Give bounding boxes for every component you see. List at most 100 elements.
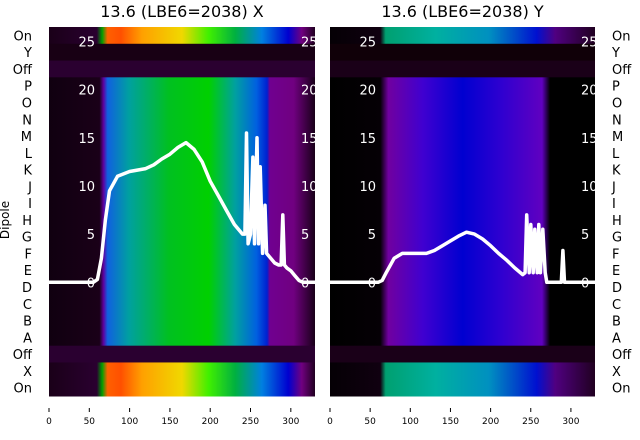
heatmap-row xyxy=(49,94,315,112)
heatmap-row xyxy=(49,194,315,212)
row-label: G xyxy=(612,231,622,246)
heatmap-row xyxy=(330,379,595,397)
heatmap-row xyxy=(49,161,315,179)
overlay-y-tick-label-right: 5 xyxy=(581,228,589,243)
row-label: H xyxy=(612,214,622,229)
overlay-y-tick-label-right: 25 xyxy=(581,35,598,50)
chart-title: 13.6 (LBE6=2038) X xyxy=(100,2,264,21)
row-label: M xyxy=(21,130,32,145)
x-tick-label: 300 xyxy=(282,417,299,427)
row-label: Off xyxy=(612,63,632,78)
row-label: C xyxy=(612,298,621,313)
row-label: I xyxy=(28,197,32,212)
x-tick-label: 50 xyxy=(364,417,376,427)
x-tick-label: 100 xyxy=(402,417,419,427)
row-label: X xyxy=(23,365,32,380)
overlay-y-tick-label: 25 xyxy=(359,35,376,50)
row-label: On xyxy=(14,382,32,397)
overlay-y-tick-label: 25 xyxy=(78,35,95,50)
y-axis-label: Dipole xyxy=(0,201,12,239)
heatmap-row xyxy=(49,211,315,229)
row-label: C xyxy=(23,298,32,313)
heatmap-row xyxy=(330,60,595,78)
heatmap-row xyxy=(330,43,595,62)
row-label: Off xyxy=(13,348,33,363)
row-label: Off xyxy=(612,348,632,363)
x-tick-label: 50 xyxy=(84,417,96,427)
row-label: M xyxy=(612,130,623,145)
overlay-y-tick-label-right: 15 xyxy=(301,132,318,147)
heatmap-row xyxy=(49,60,315,78)
row-label: J xyxy=(611,180,616,195)
heatmap-row xyxy=(49,278,315,296)
row-label: K xyxy=(612,164,621,179)
x-tick-label: 0 xyxy=(327,417,333,427)
heatmap-row xyxy=(49,110,315,129)
overlay-y-tick-label-right: 20 xyxy=(581,84,598,99)
heatmap-row xyxy=(49,295,315,313)
heatmap-row xyxy=(49,27,315,45)
heatmap-row xyxy=(49,245,315,263)
overlay-y-tick-label: 10 xyxy=(359,180,376,195)
x-tick-label: 250 xyxy=(242,417,259,427)
chart-title: 13.6 (LBE6=2038) Y xyxy=(381,2,544,21)
row-label: L xyxy=(612,147,620,162)
row-label: O xyxy=(612,96,622,111)
overlay-y-tick-label: 15 xyxy=(359,132,376,147)
row-label: N xyxy=(612,113,622,128)
x-tick-label: 100 xyxy=(121,417,138,427)
heatmap-row xyxy=(330,312,595,330)
heatmap-row xyxy=(49,362,315,380)
row-label: E xyxy=(24,264,32,279)
x-tick-label: 0 xyxy=(46,417,52,427)
x-tick-label: 200 xyxy=(202,417,219,427)
row-label: On xyxy=(14,29,32,44)
heatmap-row xyxy=(330,328,595,347)
heatmap-row xyxy=(330,245,595,263)
overlay-line xyxy=(49,131,315,285)
row-label: I xyxy=(612,197,616,212)
row-label: L xyxy=(25,147,33,162)
heatmap-row xyxy=(330,94,595,112)
heatmap-row xyxy=(330,362,595,380)
heatmap-row xyxy=(49,312,315,330)
row-label: K xyxy=(23,164,32,179)
row-label: H xyxy=(22,214,32,229)
heatmap-row xyxy=(49,328,315,347)
row-label: O xyxy=(22,96,32,111)
x-tick-label: 150 xyxy=(161,417,178,427)
heatmap-row xyxy=(330,211,595,229)
overlay-y-tick-label: 10 xyxy=(78,180,95,195)
row-label: B xyxy=(612,315,621,330)
row-label: J xyxy=(27,180,32,195)
heatmap-row xyxy=(330,161,595,179)
heatmap-row xyxy=(49,43,315,62)
row-label: D xyxy=(22,281,32,296)
x-tick-label: 300 xyxy=(562,417,579,427)
overlay-y-tick-label: 5 xyxy=(87,228,95,243)
heatmap-row xyxy=(330,110,595,129)
heatmap-row xyxy=(330,144,595,162)
x-tick-label: 200 xyxy=(482,417,499,427)
heatmap-row xyxy=(330,177,595,196)
heatmap-row xyxy=(330,295,595,313)
row-label: P xyxy=(612,80,620,95)
heatmap-row xyxy=(49,345,315,363)
row-label: On xyxy=(612,382,630,397)
heatmap-row xyxy=(330,278,595,296)
row-label: P xyxy=(24,80,32,95)
row-label: E xyxy=(612,264,620,279)
row-label: F xyxy=(25,247,32,262)
x-tick-label: 250 xyxy=(522,417,539,427)
heatmap-row xyxy=(330,127,595,145)
row-label: Y xyxy=(611,46,620,61)
heatmap-row xyxy=(330,345,595,363)
x-tick-label: 150 xyxy=(442,417,459,427)
row-label: G xyxy=(22,231,32,246)
row-label: D xyxy=(612,281,622,296)
row-label: N xyxy=(22,113,32,128)
